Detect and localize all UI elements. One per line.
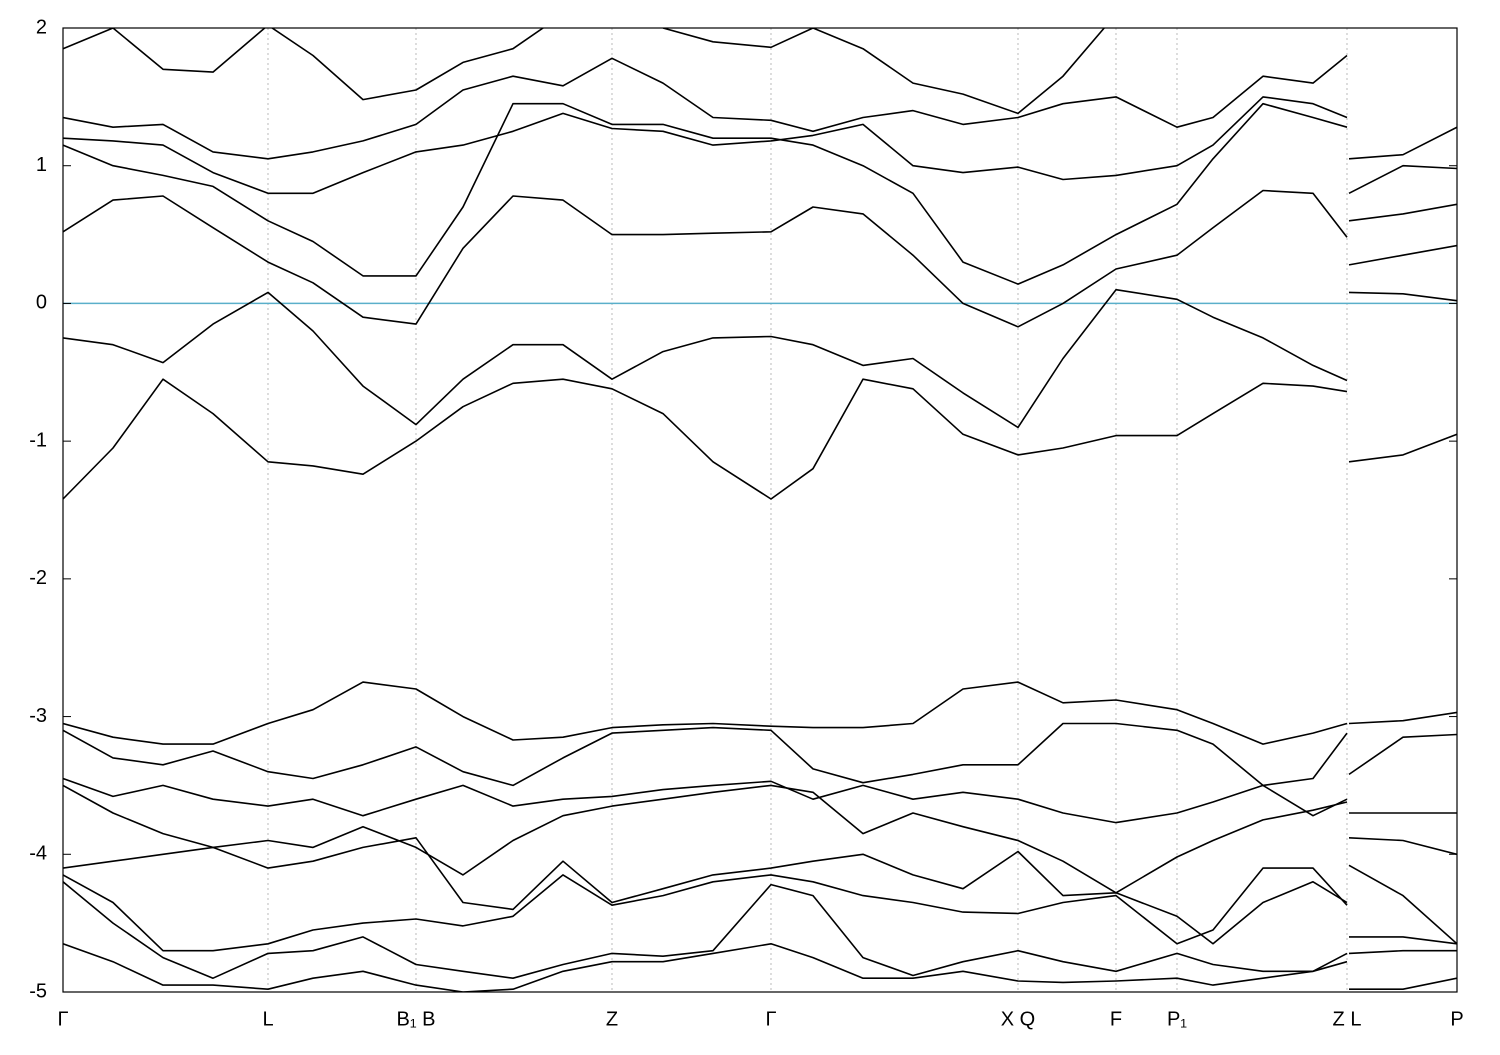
band-line [63, 28, 1106, 115]
x-tick-label: L [262, 1008, 273, 1030]
band-line [63, 288, 1457, 429]
x-tick-label: Γ [57, 1008, 68, 1030]
band-line [63, 722, 1457, 787]
y-tick-label: -5 [29, 980, 47, 1002]
x-tick-label: B₁ B [397, 1008, 436, 1030]
band-line [63, 681, 1457, 745]
y-tick-label: 0 [36, 292, 47, 314]
band-line [63, 102, 1457, 285]
x-tick-label: Γ [765, 1008, 776, 1030]
x-tick-label: P [1450, 1008, 1463, 1030]
band-line [63, 378, 1457, 500]
x-tick-label: Z L [1333, 1008, 1362, 1030]
band-line [63, 96, 1457, 195]
band-line [63, 867, 1457, 955]
x-tick-label: X Q [1001, 1008, 1035, 1030]
y-tick-label: -2 [29, 567, 47, 589]
band-line [63, 54, 1457, 160]
y-tick-label: 2 [36, 16, 47, 38]
band-line [63, 881, 1457, 979]
x-tick-label: F [1110, 1008, 1122, 1030]
x-tick-label: P₁ [1167, 1008, 1187, 1030]
x-tick-label: Z [606, 1008, 618, 1030]
y-tick-label: -1 [29, 429, 47, 451]
band-line [63, 837, 1457, 945]
plot-frame [62, 27, 1458, 993]
y-tick-label: -4 [29, 843, 47, 865]
band-line [63, 189, 1457, 328]
y-tick-label: 1 [36, 154, 47, 176]
band-line [63, 943, 1457, 992]
y-tick-label: -3 [29, 705, 47, 727]
band-line [63, 777, 1457, 856]
band-line [63, 784, 1457, 894]
